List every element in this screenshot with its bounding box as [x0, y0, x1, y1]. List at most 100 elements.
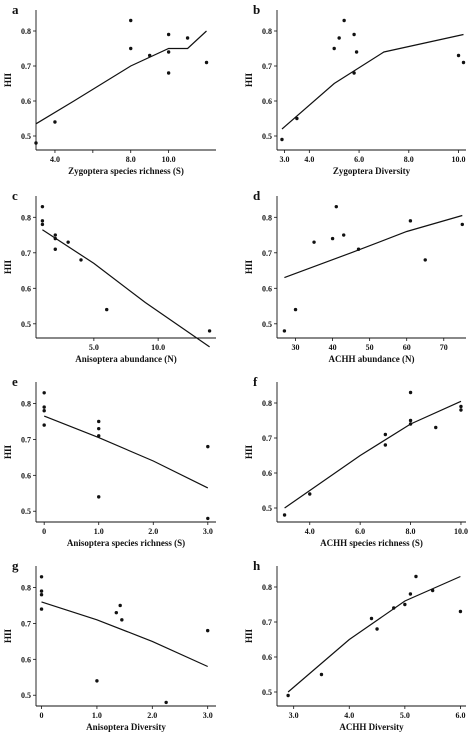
data-point [40, 219, 45, 223]
data-point [166, 50, 171, 54]
y-tick-label: 0.6 [21, 655, 31, 664]
x-tick-label: 2.0 [147, 711, 157, 720]
panel-label: f [253, 374, 258, 389]
x-tick-label: 8.0 [406, 527, 416, 536]
fit-line [284, 400, 462, 509]
data-point [42, 391, 46, 395]
data-point [375, 627, 379, 631]
data-point [42, 423, 46, 427]
fit-line [281, 33, 464, 130]
y-tick-label: 0.8 [262, 583, 272, 592]
x-tick-label: 4.0 [305, 527, 315, 536]
panel-label: c [12, 188, 18, 203]
x-tick-label: 5.0 [400, 711, 410, 720]
data-point [383, 432, 388, 437]
data-point [460, 222, 464, 227]
y-tick-label: 0.5 [21, 691, 31, 700]
data-point [414, 574, 418, 579]
y-tick-label: 0.5 [262, 688, 272, 697]
data-point [66, 240, 70, 244]
x-tick-label: 6.0 [455, 711, 465, 720]
x-axis-title: Zygoptera Diversity [333, 166, 411, 176]
panel-label: d [253, 188, 261, 203]
data-point [280, 137, 284, 142]
y-tick-label: 0.8 [21, 400, 31, 409]
data-point [185, 36, 190, 40]
y-tick-label: 0.8 [262, 213, 272, 222]
y-tick-label: 0.6 [21, 471, 31, 480]
data-point [120, 618, 124, 622]
data-point [97, 426, 101, 431]
data-point [334, 204, 338, 209]
x-tick-label: 3.0 [289, 711, 299, 720]
y-tick-label: 0.8 [262, 399, 272, 408]
data-point [207, 329, 212, 333]
y-axis-title: HII [244, 445, 254, 460]
x-tick-label: 50 [366, 343, 374, 352]
x-tick-label: 0 [40, 711, 44, 720]
data-point [204, 60, 209, 65]
data-point [34, 141, 38, 145]
data-point [39, 589, 44, 593]
data-point [129, 18, 133, 23]
x-tick-label: 30 [292, 343, 300, 352]
y-tick-label: 0.7 [21, 249, 31, 258]
panel-e: e 0.5 0.6 0.7 0.8 0 1.0 2.0 3.0 Anisoptera specie… [3, 374, 216, 548]
y-tick-label: 0.6 [262, 653, 272, 662]
data-point [164, 700, 168, 705]
x-tick-label: 6.0 [355, 527, 365, 536]
y-tick-label: 0.8 [21, 584, 31, 593]
x-tick-label: 10.0 [452, 155, 466, 164]
data-point [97, 434, 101, 438]
x-tick-label: 4.0 [344, 711, 354, 720]
data-point [53, 236, 57, 241]
data-point [53, 247, 57, 251]
data-point [408, 418, 413, 423]
y-axis-title: HII [244, 260, 254, 275]
data-point [430, 588, 435, 593]
x-tick-label: 10.0 [151, 343, 165, 352]
y-tick-label: 0.5 [21, 132, 31, 141]
y-tick-label: 0.5 [262, 320, 272, 329]
y-tick-label: 0.8 [21, 213, 31, 222]
y-axis-title: HII [3, 445, 13, 460]
x-axis-title: ACHH Diversity [339, 722, 404, 732]
y-tick-label: 0.6 [262, 97, 272, 106]
data-point [352, 71, 356, 75]
data-point [342, 233, 346, 237]
y-tick-label: 0.7 [262, 434, 272, 443]
y-tick-label: 0.7 [21, 435, 31, 444]
y-tick-label: 0.5 [21, 507, 31, 516]
panel-label: g [12, 558, 19, 573]
fit-line [41, 601, 208, 668]
data-point [356, 247, 361, 251]
data-point [206, 444, 210, 449]
panel-a: a 0.5 0.6 0.7 0.8 4.0 8.0 10.0 Zygoptera species… [3, 2, 216, 176]
data-point [53, 120, 57, 124]
panel-b: b 0.5 0.6 0.7 0.8 3.0 4.0 6.0 8.0 10.0 Zygoptera D… [244, 2, 466, 176]
data-point [40, 222, 45, 227]
panel-g: g 0.5 0.6 0.7 0.8 0 1.0 2.0 3.0 Anisoptera Divers… [3, 558, 216, 732]
data-point [147, 53, 152, 58]
data-point [79, 258, 83, 262]
data-point [408, 390, 413, 395]
data-point [166, 71, 171, 75]
y-axis-title: HII [244, 73, 254, 88]
x-tick-label: 8.0 [404, 155, 414, 164]
data-point [423, 258, 427, 262]
data-point [39, 593, 44, 597]
y-tick-label: 0.8 [262, 27, 272, 36]
panel-f: f 0.5 0.6 0.7 0.8 4.0 6.0 8.0 10.0 ACHH species r… [244, 374, 468, 548]
fit-line [284, 214, 463, 279]
data-point [39, 607, 44, 611]
data-point [456, 53, 461, 58]
data-point [458, 609, 463, 614]
data-point [342, 18, 346, 23]
y-tick-label: 0.6 [21, 97, 31, 106]
data-point [392, 606, 396, 610]
x-tick-label: 60 [403, 343, 411, 352]
x-tick-label: 4.0 [50, 155, 60, 164]
x-tick-label: 2.0 [148, 527, 158, 536]
y-tick-label: 0.7 [21, 619, 31, 628]
